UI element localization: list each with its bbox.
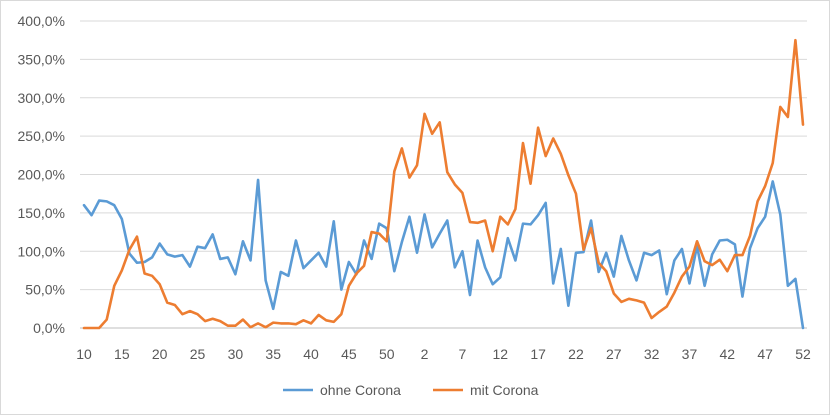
y-tick-label: 400,0% bbox=[18, 13, 65, 29]
x-tick-label: 7 bbox=[459, 346, 467, 362]
y-tick-label: 300,0% bbox=[18, 90, 65, 106]
x-tick-label: 2 bbox=[421, 346, 429, 362]
x-tick-label: 50 bbox=[379, 346, 395, 362]
legend-label: ohne Corona bbox=[320, 382, 401, 398]
y-axis: 0,0% 50,0% 100,0% 150,0% 200,0% 250,0% 300,0% 3… bbox=[18, 13, 65, 336]
legend-label: mit Corona bbox=[470, 382, 539, 398]
y-tick-label: 200,0% bbox=[18, 167, 65, 183]
x-tick-label: 35 bbox=[265, 346, 281, 362]
series-line-0 bbox=[82, 178, 805, 330]
series-lines bbox=[82, 38, 805, 330]
y-tick-label: 250,0% bbox=[18, 128, 65, 144]
x-tick-label: 17 bbox=[530, 346, 546, 362]
y-tick-label: 0,0% bbox=[33, 320, 65, 336]
y-tick-label: 350,0% bbox=[18, 51, 65, 67]
x-tick-label: 20 bbox=[152, 346, 168, 362]
x-tick-label: 42 bbox=[720, 346, 736, 362]
x-tick-label: 30 bbox=[228, 346, 244, 362]
series-line-1 bbox=[82, 38, 805, 330]
legend: ohne Corona mit Corona bbox=[283, 382, 539, 398]
x-tick-label: 47 bbox=[757, 346, 773, 362]
y-tick-label: 100,0% bbox=[18, 243, 65, 259]
x-axis: 10 15 20 25 30 35 40 45 50 2 7 12 17 22 27 32 37 42 47 52 bbox=[76, 346, 811, 362]
x-tick-label: 10 bbox=[76, 346, 92, 362]
x-tick-label: 40 bbox=[303, 346, 319, 362]
x-tick-label: 37 bbox=[682, 346, 698, 362]
y-tick-label: 150,0% bbox=[18, 205, 65, 221]
x-tick-label: 25 bbox=[190, 346, 206, 362]
x-tick-label: 12 bbox=[492, 346, 508, 362]
x-tick-label: 15 bbox=[114, 346, 130, 362]
x-tick-label: 52 bbox=[795, 346, 811, 362]
x-tick-label: 32 bbox=[644, 346, 660, 362]
gridlines bbox=[80, 20, 807, 329]
x-tick-label: 22 bbox=[568, 346, 584, 362]
x-tick-label: 45 bbox=[341, 346, 357, 362]
x-tick-label: 27 bbox=[606, 346, 622, 362]
y-tick-label: 50,0% bbox=[25, 282, 65, 298]
